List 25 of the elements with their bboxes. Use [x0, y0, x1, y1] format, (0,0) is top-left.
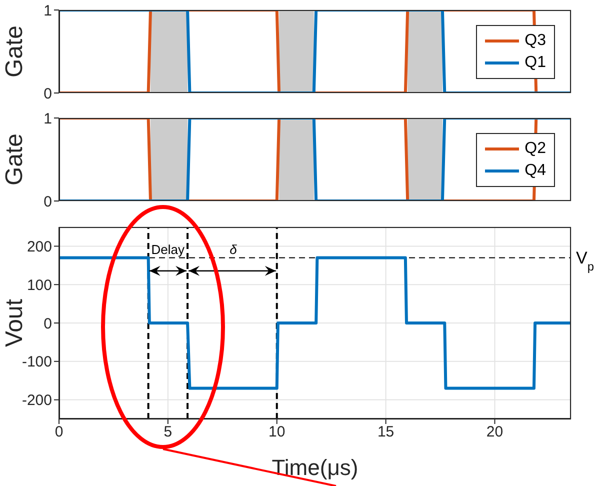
annotation: δ	[230, 242, 238, 257]
y-tick-label: 0	[44, 315, 52, 332]
y-axis-title: Vout	[1, 298, 28, 348]
y-tick-label: -200	[22, 392, 52, 410]
x-tick-label: 5	[164, 424, 172, 441]
annotation: Delay	[151, 242, 186, 257]
x-tick-label: 10	[268, 424, 286, 441]
x-tick-label: 20	[486, 424, 504, 441]
x-tick-label: 0	[54, 424, 64, 441]
y-tick-label: -100	[22, 354, 52, 371]
y-tick-label: 100	[26, 276, 52, 294]
legend-label: Q2	[524, 138, 546, 158]
x-tick-label: 15	[377, 424, 394, 441]
y-axis-title: Gate	[1, 25, 28, 78]
y-tick-label: 200	[26, 238, 52, 256]
y-tick-label: 1	[44, 110, 52, 128]
x-axis-title: Time(μs)	[272, 455, 358, 480]
legend-label: Q4	[524, 160, 546, 180]
y-tick-label: 0	[44, 85, 52, 102]
legend-label: Q3	[524, 30, 546, 50]
y-axis-title: Gate	[1, 133, 28, 186]
ref-line-label: V$_{p}$	[576, 248, 594, 274]
y-tick-label: 0	[44, 193, 52, 210]
y-tick-label: 1	[44, 2, 52, 20]
legend-label: Q1	[524, 52, 546, 72]
